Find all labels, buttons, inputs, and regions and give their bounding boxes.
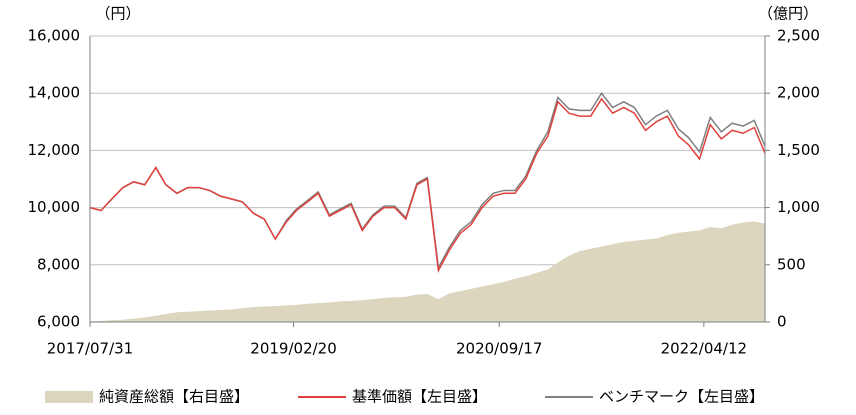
y2-tick-label: 0 [777,313,787,331]
x-tick-label: 2019/02/20 [250,340,336,358]
y-tick-label: 12,000 [28,141,81,159]
y2-tick-label: 2,500 [777,27,820,45]
legend-swatch [45,391,93,403]
y-tick-label: 14,000 [28,84,81,102]
x-tick-label: 2017/07/31 [47,340,133,358]
y2-tick-label: 1,500 [777,141,820,159]
y-tick-label: 10,000 [28,198,81,216]
y2-unit: （億円） [758,5,818,23]
legend-label: 純資産総額【右目盛】 [99,388,249,406]
y2-tick-label: 2,000 [777,84,820,102]
y-tick-label: 8,000 [37,255,80,273]
y-unit: （円） [95,5,140,23]
y2-tick-label: 1,000 [777,198,820,216]
legend-label: ベンチマーク【左目盛】 [599,388,764,406]
line [89,97,766,273]
legend-label: 基準価額【左目盛】 [352,388,487,406]
x-tick-label: 2020/09/17 [456,340,542,358]
x-tick-label: 2022/04/12 [661,340,747,358]
y-tick-label: 16,000 [28,27,81,45]
area [90,221,765,322]
y2-tick-label: 500 [777,255,806,273]
y-tick-label: 6,000 [37,313,80,331]
